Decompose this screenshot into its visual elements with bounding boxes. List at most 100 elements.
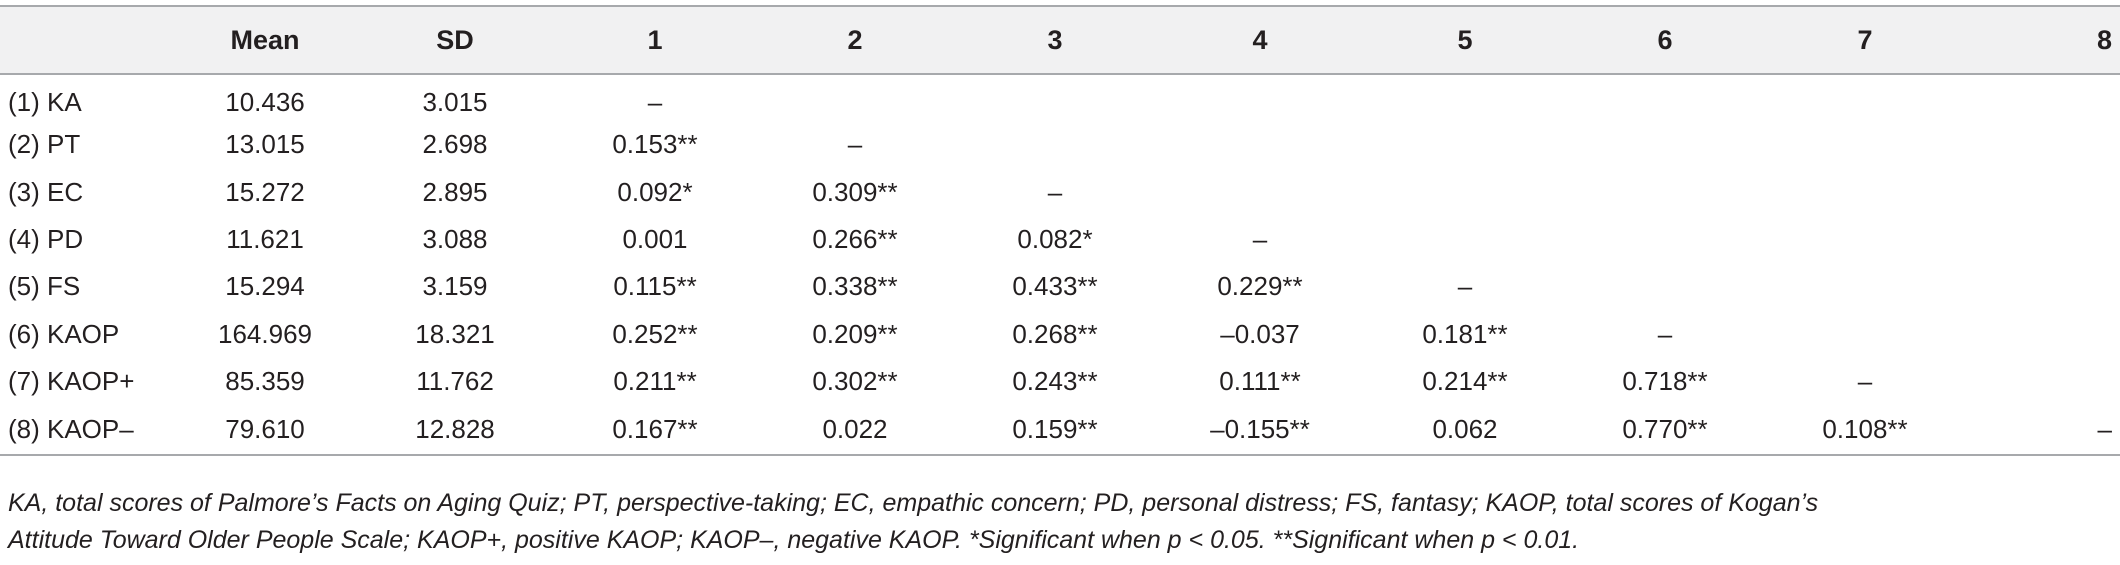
table-cell (1765, 121, 1965, 168)
table-cell: 15.272 (225, 176, 305, 207)
table-cell: 10.436 (225, 86, 305, 117)
footnote-line-1: KA, total scores of Palmore’s Facts on A… (8, 489, 1819, 517)
table-cell (755, 74, 955, 121)
table-cell (1365, 216, 1565, 263)
header-cell: SD (436, 24, 474, 55)
header-cell-empty (0, 6, 175, 74)
table-cell: 0.252** (612, 318, 698, 349)
table-cell: 164.969 (218, 318, 312, 349)
table-row: (4) PD 11.621 3.088 0.001 0.266** 0.082* – (0, 216, 2120, 263)
header-cell: 1 (647, 24, 663, 55)
table-cell: – (1657, 318, 1673, 349)
table-cell: 0.111** (1219, 365, 1301, 396)
table-cell: 0.718** (1622, 365, 1708, 396)
table-cell: 3.088 (422, 224, 488, 255)
table-cell: – (1857, 365, 1873, 396)
table-cell: 0.167** (612, 414, 698, 445)
table-cell: 0.181** (1422, 318, 1508, 349)
table-cell: 15.294 (225, 271, 305, 302)
table-cell: 2.698 (422, 129, 488, 160)
table-row: (3) EC 15.272 2.895 0.092* 0.309** – (0, 169, 2120, 216)
row-label: (6) KAOP (8, 318, 120, 349)
table-cell (1155, 121, 1365, 168)
table-cell: 0.062 (1432, 414, 1498, 445)
table-cell: 0.115** (613, 271, 697, 302)
table-cell (1765, 74, 1965, 121)
table-body: (1) KA 10.436 3.015 – (2) PT 13.015 2.698 0.153… (0, 74, 2120, 456)
table-cell: 3.159 (422, 271, 488, 302)
row-label: (5) FS (8, 271, 81, 302)
table-cell (1565, 121, 1765, 168)
table-cell: 12.828 (415, 414, 495, 445)
row-label: (7) KAOP+ (8, 365, 135, 396)
table-cell: 0.214** (1422, 365, 1508, 396)
table-cell (1565, 169, 1765, 216)
table-cell (1565, 216, 1765, 263)
table-cell: 0.211** (613, 365, 697, 396)
table-cell (1565, 263, 1765, 310)
table-cell: 0.229** (1217, 271, 1303, 302)
table-cell (1965, 121, 2120, 168)
row-label: (8) KAOP– (8, 414, 134, 445)
table-cell (1965, 169, 2120, 216)
table-cell: – (647, 86, 663, 117)
table-cell: 0.266** (812, 224, 898, 255)
table-cell (1365, 74, 1565, 121)
table-cell: – (1047, 176, 1063, 207)
table-cell (1965, 310, 2120, 357)
table-cell: –0.155** (1210, 414, 1310, 445)
table-row: (2) PT 13.015 2.698 0.153** – (0, 121, 2120, 168)
table-cell: 0.082* (1017, 224, 1093, 255)
table-cell: 0.153** (612, 129, 698, 160)
row-label: (1) KA (8, 86, 82, 117)
table-cell (955, 74, 1155, 121)
header-cell: 3 (1047, 24, 1063, 55)
table-cell: 18.321 (415, 318, 495, 349)
table-footnote: KA, total scores of Palmore’s Facts on A… (8, 485, 2108, 559)
table-cell: 0.159** (1012, 414, 1098, 445)
row-label: (4) PD (8, 224, 84, 255)
table-cell (1365, 121, 1565, 168)
table-cell: 79.610 (225, 414, 305, 445)
header-cell: 4 (1252, 24, 1268, 55)
table-cell (1965, 216, 2120, 263)
table-cell (1765, 263, 1965, 310)
table-row: (5) FS 15.294 3.159 0.115** 0.338** 0.433** 0.… (0, 263, 2120, 310)
table-row: (7) KAOP+ 85.359 11.762 0.211** 0.302** 0.243… (0, 358, 2120, 405)
correlation-table-container: Mean SD 1 2 3 4 5 6 7 8 (1) KA 10.436 3.015 – (2) PT 1… (0, 5, 2120, 456)
table-row: (8) KAOP– 79.610 12.828 0.167** 0.022 0.159**… (0, 405, 2120, 456)
table-cell: 13.015 (225, 129, 305, 160)
table-cell (1155, 169, 1365, 216)
table-cell (1565, 74, 1765, 121)
table-cell: – (1457, 271, 1473, 302)
table-cell (1365, 169, 1565, 216)
table-cell: 3.015 (422, 86, 488, 117)
header-cell: 6 (1657, 24, 1673, 55)
table-cell (1765, 310, 1965, 357)
table-cell: 0.302** (812, 365, 898, 396)
table-cell: 0.309** (812, 176, 898, 207)
header-cell: 2 (847, 24, 863, 55)
table-cell (1965, 263, 2120, 310)
table-cell (1155, 74, 1365, 121)
header-cell: 5 (1457, 24, 1473, 55)
table-cell: 0.268** (1012, 318, 1098, 349)
footnote-line-2: Attitude Toward Older People Scale; KAOP… (8, 526, 1580, 554)
table-cell: 0.001 (622, 224, 688, 255)
table-cell: 85.359 (225, 365, 305, 396)
header-cell: Mean (230, 24, 300, 55)
table-cell: 0.108** (1822, 414, 1908, 445)
table-row: (6) KAOP 164.969 18.321 0.252** 0.209** 0.268… (0, 310, 2120, 357)
table-cell (1765, 169, 1965, 216)
table-row: (1) KA 10.436 3.015 – (0, 74, 2120, 121)
table-cell: 2.895 (422, 176, 488, 207)
table-cell: 11.621 (226, 224, 304, 255)
correlation-table: Mean SD 1 2 3 4 5 6 7 8 (1) KA 10.436 3.015 – (2) PT 1… (0, 5, 2120, 456)
table-cell: 0.209** (812, 318, 898, 349)
table-cell: 0.433** (1012, 271, 1098, 302)
table-cell: 0.022 (822, 414, 888, 445)
table-cell: – (2097, 414, 2112, 445)
table-cell: –0.037 (1220, 318, 1300, 349)
table-cell: – (847, 129, 863, 160)
header-cell: 7 (1857, 24, 1873, 55)
